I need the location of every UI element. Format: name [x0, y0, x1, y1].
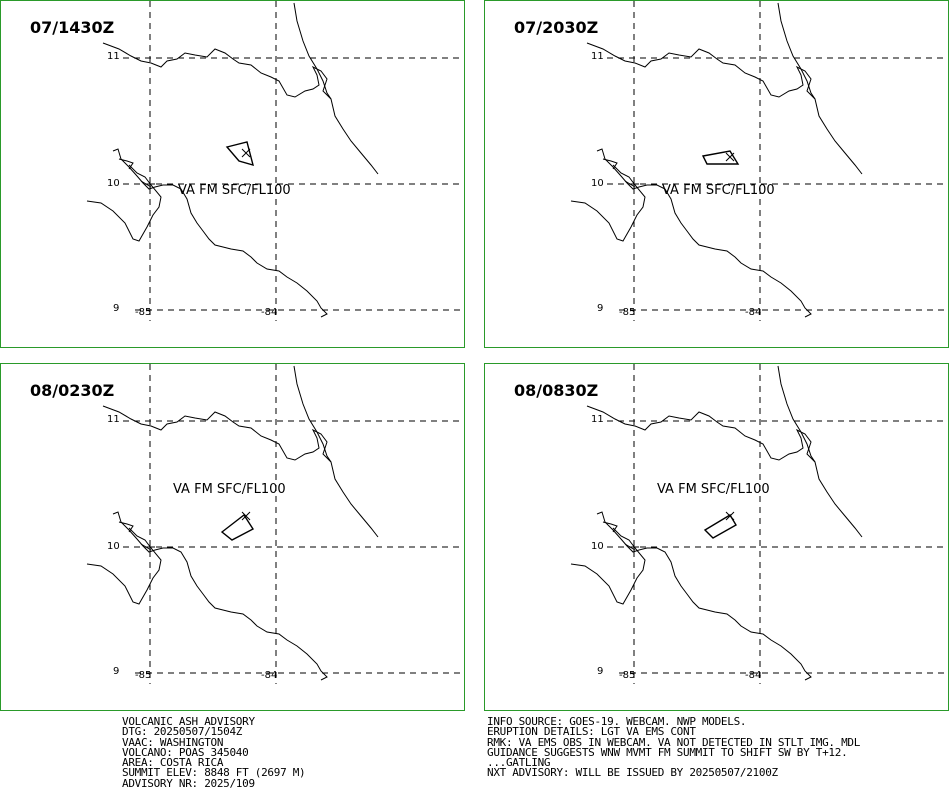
coastline-nicoya — [86, 527, 162, 605]
coastline-north — [102, 405, 332, 463]
lon-label-85: -85 — [135, 307, 152, 318]
ash-plume-polygon — [225, 141, 254, 167]
coastline-caribbean — [293, 365, 379, 538]
advisory-remark: RMK: VA EMS OBS IN WEBCAM. VA NOT DETECT… — [487, 735, 861, 749]
map-canvas — [86, 1, 464, 321]
lat-label-9: 9 — [597, 303, 604, 314]
advisory-eruption-details: ERUPTION DETAILS: LGT VA EMS CONT — [487, 725, 696, 739]
lat-label-9: 9 — [113, 303, 120, 314]
panel-time: 07/2030Z — [514, 18, 599, 37]
advisory-summit-elev: SUMMIT ELEV: 8848 FT (2697 M) — [122, 766, 306, 780]
volcano-marker-icon — [241, 148, 251, 158]
advisory-info-source: INFO SOURCE: GOES-19. WEBCAM. NWP MODELS… — [487, 715, 747, 728]
forecast-panel-2: 07/2030Z VA FM SFC/FL100 11 10 9 -85 -84 — [484, 0, 949, 348]
grid-tick-cross — [629, 179, 639, 189]
advisory-next: NXT ADVISORY: WILL BE ISSUED BY 20250507… — [487, 766, 778, 780]
coastline-pacific — [112, 511, 328, 681]
va-label: VA FM SFC/FL100 — [662, 183, 775, 198]
coastline-nicoya — [570, 527, 646, 605]
map-canvas — [86, 364, 464, 684]
lat-label-11: 11 — [107, 414, 120, 425]
advisory-guidance: GUIDANCE SUGGESTS WNW MVMT FM SUMMIT TO … — [487, 745, 848, 759]
lon-label-84: -84 — [745, 670, 762, 681]
ash-plume-polygon — [703, 514, 737, 539]
volcano-marker-icon — [241, 511, 251, 521]
map-canvas — [570, 1, 948, 321]
lat-label-9: 9 — [113, 666, 120, 677]
coastline-caribbean — [777, 2, 863, 175]
panel-time: 08/0230Z — [30, 381, 115, 400]
map-canvas — [570, 364, 948, 684]
ash-plume-polygon — [220, 513, 255, 541]
advisory-area: AREA: COSTA RICA — [122, 756, 224, 770]
coastline-caribbean — [293, 2, 379, 175]
lat-label-10: 10 — [107, 541, 120, 552]
forecast-panel-1: 07/1430Z VA FM SFC/FL100 11 10 9 -85 -84 — [0, 0, 465, 348]
panel-time: 07/1430Z — [30, 18, 115, 37]
advisory-info-left: VOLCANIC ASH ADVISORY DTG: 20250507/1504… — [122, 715, 306, 790]
coastline-north — [586, 405, 816, 463]
forecast-panel-3: 08/0230Z VA FM SFC/FL100 11 10 9 -85 -84 — [0, 363, 465, 711]
coastline-caribbean — [777, 365, 863, 538]
va-label: VA FM SFC/FL100 — [657, 482, 770, 497]
advisory-info-right: INFO SOURCE: GOES-19. WEBCAM. NWP MODELS… — [487, 715, 861, 780]
coastline-north — [586, 42, 816, 100]
volcano-marker-icon — [725, 511, 735, 521]
ash-plume-polygon — [701, 150, 740, 165]
va-label: VA FM SFC/FL100 — [173, 482, 286, 497]
forecast-panel-4: 08/0830Z VA FM SFC/FL100 11 10 9 -85 -84 — [484, 363, 949, 711]
coastline-nicoya — [86, 164, 162, 242]
advisory-number: ADVISORY NR: 2025/109 — [122, 776, 255, 790]
lat-label-10: 10 — [107, 178, 120, 189]
advisory-dtg: DTG: 20250507/1504Z — [122, 725, 243, 739]
lon-label-84: -84 — [261, 670, 278, 681]
lat-label-11: 11 — [591, 51, 604, 62]
advisory-vaac: VAAC: WASHINGTON — [122, 735, 224, 749]
advisory-header: VOLCANIC ASH ADVISORY — [122, 715, 255, 728]
lon-label-85: -85 — [619, 670, 636, 681]
lat-label-11: 11 — [591, 414, 604, 425]
advisory-signature: ...GATLING — [487, 756, 551, 770]
advisory-volcano: VOLCANO: POAS 345040 — [122, 745, 249, 759]
grid-tick-cross — [145, 179, 155, 189]
grid-tick-cross — [145, 542, 155, 552]
grid-tick-cross — [629, 542, 639, 552]
coastline-pacific — [596, 511, 812, 681]
lon-label-84: -84 — [745, 307, 762, 318]
panel-time: 08/0830Z — [514, 381, 599, 400]
volcano-marker-icon — [725, 152, 735, 162]
lon-label-84: -84 — [261, 307, 278, 318]
lat-label-10: 10 — [591, 178, 604, 189]
lon-label-85: -85 — [135, 670, 152, 681]
va-label: VA FM SFC/FL100 — [178, 183, 291, 198]
lat-label-9: 9 — [597, 666, 604, 677]
lon-label-85: -85 — [619, 307, 636, 318]
coastline-north — [102, 42, 332, 100]
lat-label-10: 10 — [591, 541, 604, 552]
coastline-pacific — [112, 148, 328, 318]
coastline-nicoya — [570, 164, 646, 242]
coastline-pacific — [596, 148, 812, 318]
lat-label-11: 11 — [107, 51, 120, 62]
